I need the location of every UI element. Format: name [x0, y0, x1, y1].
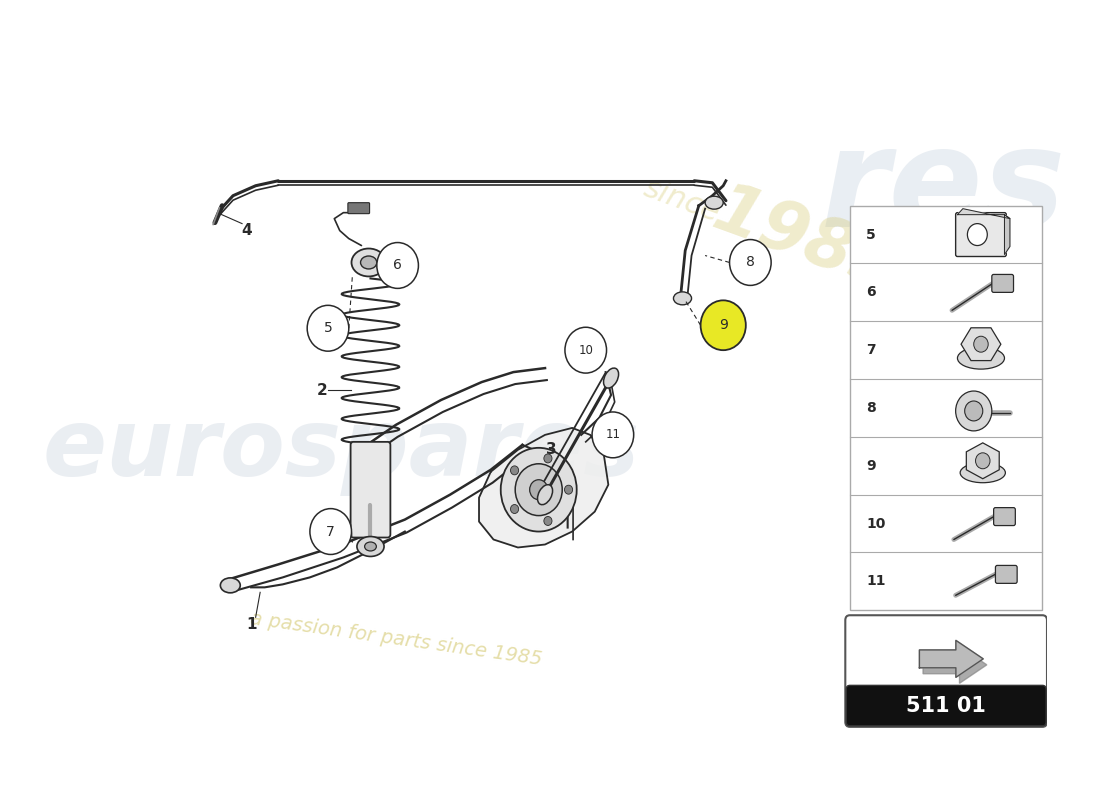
Ellipse shape [356, 537, 384, 557]
FancyBboxPatch shape [348, 202, 370, 214]
Text: 9: 9 [866, 458, 876, 473]
Polygon shape [966, 443, 999, 478]
Ellipse shape [705, 196, 723, 209]
Polygon shape [478, 428, 608, 547]
Text: 6: 6 [393, 258, 403, 273]
Circle shape [307, 306, 349, 351]
Ellipse shape [538, 485, 552, 505]
Circle shape [974, 336, 988, 352]
Circle shape [377, 242, 418, 288]
Ellipse shape [960, 462, 1005, 482]
Text: 8: 8 [866, 401, 876, 415]
Circle shape [310, 509, 352, 554]
FancyBboxPatch shape [993, 508, 1015, 526]
Polygon shape [920, 640, 983, 678]
Circle shape [701, 300, 746, 350]
Ellipse shape [220, 578, 240, 593]
Circle shape [500, 448, 576, 531]
Circle shape [729, 239, 771, 286]
Circle shape [565, 327, 606, 373]
Text: 2: 2 [317, 382, 327, 398]
Circle shape [543, 517, 552, 526]
Text: 7: 7 [327, 525, 336, 538]
Circle shape [965, 401, 982, 421]
FancyBboxPatch shape [992, 274, 1013, 292]
Ellipse shape [361, 256, 377, 269]
FancyBboxPatch shape [351, 442, 390, 538]
Text: 5: 5 [866, 227, 876, 242]
Text: 4: 4 [241, 223, 252, 238]
Text: 8: 8 [746, 255, 755, 270]
Circle shape [592, 412, 634, 458]
Ellipse shape [352, 249, 386, 277]
Text: 11: 11 [605, 428, 620, 442]
Ellipse shape [604, 368, 618, 388]
Polygon shape [957, 209, 1010, 218]
FancyBboxPatch shape [846, 686, 1046, 726]
Text: 9: 9 [718, 318, 727, 332]
Text: 7: 7 [866, 343, 876, 357]
Circle shape [564, 486, 573, 494]
FancyBboxPatch shape [956, 213, 1006, 257]
Ellipse shape [364, 542, 376, 551]
Text: since: since [640, 174, 725, 228]
Circle shape [515, 464, 562, 515]
Text: 6: 6 [866, 286, 876, 299]
Circle shape [510, 505, 518, 514]
Text: 511 01: 511 01 [906, 696, 986, 716]
Text: 3: 3 [546, 442, 557, 458]
Text: 5: 5 [323, 322, 332, 335]
Circle shape [967, 224, 988, 246]
Polygon shape [923, 646, 987, 683]
Text: eurospares: eurospares [43, 404, 640, 496]
Text: 1: 1 [246, 617, 256, 632]
Circle shape [510, 466, 518, 475]
Text: 11: 11 [866, 574, 886, 588]
Text: 10: 10 [866, 517, 886, 530]
FancyBboxPatch shape [996, 566, 1018, 583]
Polygon shape [1004, 214, 1010, 254]
Circle shape [543, 454, 552, 463]
Circle shape [530, 480, 548, 500]
Ellipse shape [957, 347, 1004, 369]
Text: 1985: 1985 [703, 176, 909, 305]
Ellipse shape [673, 292, 692, 305]
Circle shape [956, 391, 992, 431]
Text: 10: 10 [579, 344, 593, 357]
Text: a passion for parts since 1985: a passion for parts since 1985 [249, 610, 543, 669]
FancyBboxPatch shape [845, 615, 1047, 727]
Polygon shape [961, 328, 1001, 361]
Circle shape [976, 453, 990, 469]
Text: res: res [821, 121, 1066, 256]
FancyBboxPatch shape [850, 206, 1043, 610]
